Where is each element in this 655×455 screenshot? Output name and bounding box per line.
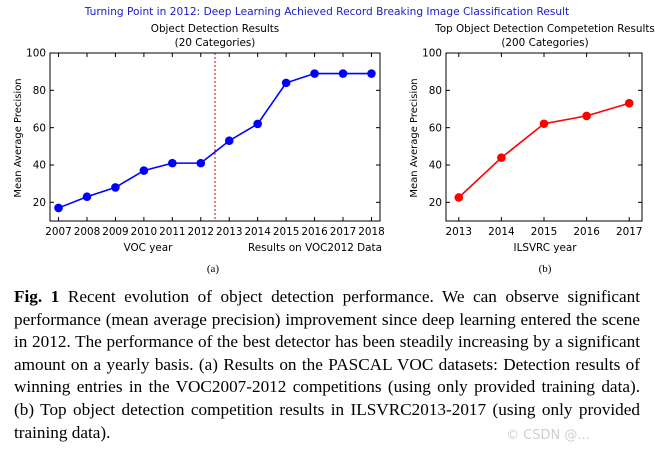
chart-b-xtick-label: 2015 — [531, 226, 557, 238]
chart-b-x-axis: 2013 2014 2015 2016 2017 — [446, 53, 642, 238]
figure-suptitle: Turning Point in 2012: Deep Learning Ach… — [84, 6, 569, 18]
chart-a-data-point — [139, 166, 149, 175]
chart-a-y-axis: 20 40 60 80 100 — [26, 48, 380, 209]
chart-a-xtick-label: 2017 — [330, 226, 356, 238]
chart-b-y-axis: 20 40 60 80 100 — [422, 48, 642, 209]
chart-a-xlabel: VOC year — [124, 242, 174, 254]
chart-a-x-axis: 2007 2008 2009 2010 2011 2012 2013 2014 2015 2016… — [45, 53, 385, 238]
chart-a-subtitle: (20 Categories) — [175, 37, 256, 49]
chart-a-ytick-label: 80 — [33, 85, 46, 97]
chart-a-xtick-label: 2007 — [45, 226, 71, 238]
chart-a-data-point — [253, 119, 262, 129]
chart-b-xtick-label: 2014 — [488, 226, 515, 238]
chart-a-title: Object Detection Results — [151, 23, 279, 35]
chart-a-xtick-label: 2008 — [74, 226, 100, 238]
chart-a-data-point — [224, 136, 234, 146]
chart-b-xtick-label: 2017 — [616, 226, 642, 238]
chart-a-data-point — [168, 158, 177, 168]
chart-b-ytick-label: 100 — [422, 48, 442, 60]
chart-a-data-point — [82, 192, 92, 202]
chart-a-ytick-label: 20 — [33, 197, 46, 209]
chart-b-xlabel: ILSVRC year — [514, 242, 578, 254]
chart-b-ytick-label: 40 — [429, 160, 442, 172]
chart-a-xtick-label: 2018 — [358, 226, 384, 238]
chart-b-data-point — [582, 111, 591, 121]
chart-a-data-point — [367, 69, 376, 78]
chart-a-xtick-label: 2013 — [216, 226, 242, 238]
chart-a-xtick-label: 2014 — [244, 226, 271, 238]
chart-a-series-line — [58, 72, 372, 209]
chart-a-panel-label: (a) — [207, 263, 220, 275]
figure-caption-text: Recent evolution of object detection per… — [14, 287, 640, 442]
chart-b-series-line — [458, 102, 630, 199]
chart-b-panel-label: (b) — [539, 263, 552, 275]
chart-a-ylabel: Mean Average Precision — [13, 78, 24, 197]
chart-a-ytick-label: 40 — [33, 160, 46, 172]
chart-b-title: Top Object Detection Competetion Results — [434, 23, 655, 35]
chart-a-data-point — [196, 158, 206, 168]
chart-b-ytick-label: 60 — [429, 122, 442, 134]
watermark: © CSDN @... — [506, 428, 590, 443]
chart-a-xtick-label: 2011 — [159, 226, 185, 238]
chart-b-ytick-label: 80 — [429, 85, 442, 97]
chart-b-xtick-label: 2013 — [446, 226, 472, 238]
chart-a-data-point — [338, 69, 348, 78]
chart-b-data-point — [454, 193, 464, 202]
chart-b-data-point — [624, 98, 634, 108]
chart-a-data-point — [111, 183, 120, 192]
chart-b-ytick-label: 20 — [429, 197, 442, 209]
chart-a-xtick-label: 2015 — [273, 226, 299, 238]
chart-a-ytick-label: 60 — [33, 122, 46, 134]
chart-a-xlabel-right: Results on VOC2012 Data — [248, 242, 382, 254]
chart-b-plot-area — [445, 52, 643, 222]
figure: Turning Point in 2012: Deep Learning Ach… — [13, 6, 655, 275]
chart-b-subtitle: (200 Categories) — [501, 37, 588, 49]
chart-b-data-point — [539, 119, 549, 129]
chart-a-xtick-label: 2012 — [188, 226, 214, 238]
chart-panel-a: Object Detection Results (20 Categories)… — [13, 23, 385, 275]
figure-label: Fig. 1 — [14, 287, 60, 306]
chart-b-ylabel: Mean Average Precision — [409, 78, 420, 197]
chart-a-series-layer — [54, 69, 376, 213]
chart-a-data-point — [54, 203, 63, 213]
chart-a-xtick-label: 2010 — [131, 226, 157, 238]
chart-a-data-point — [310, 69, 319, 78]
chart-a-xtick-label: 2016 — [301, 226, 327, 238]
chart-b-data-point — [497, 153, 506, 163]
chart-b-xtick-label: 2016 — [573, 226, 599, 238]
chart-b-series-layer — [454, 98, 634, 202]
figure-caption: Fig. 1 Recent evolution of object detect… — [14, 286, 640, 444]
chart-a-data-point — [281, 78, 291, 88]
chart-a-xtick-label: 2009 — [102, 226, 128, 238]
chart-a-ytick-label: 100 — [26, 48, 46, 60]
chart-panel-b: Top Object Detection Competetion Results… — [409, 23, 655, 275]
